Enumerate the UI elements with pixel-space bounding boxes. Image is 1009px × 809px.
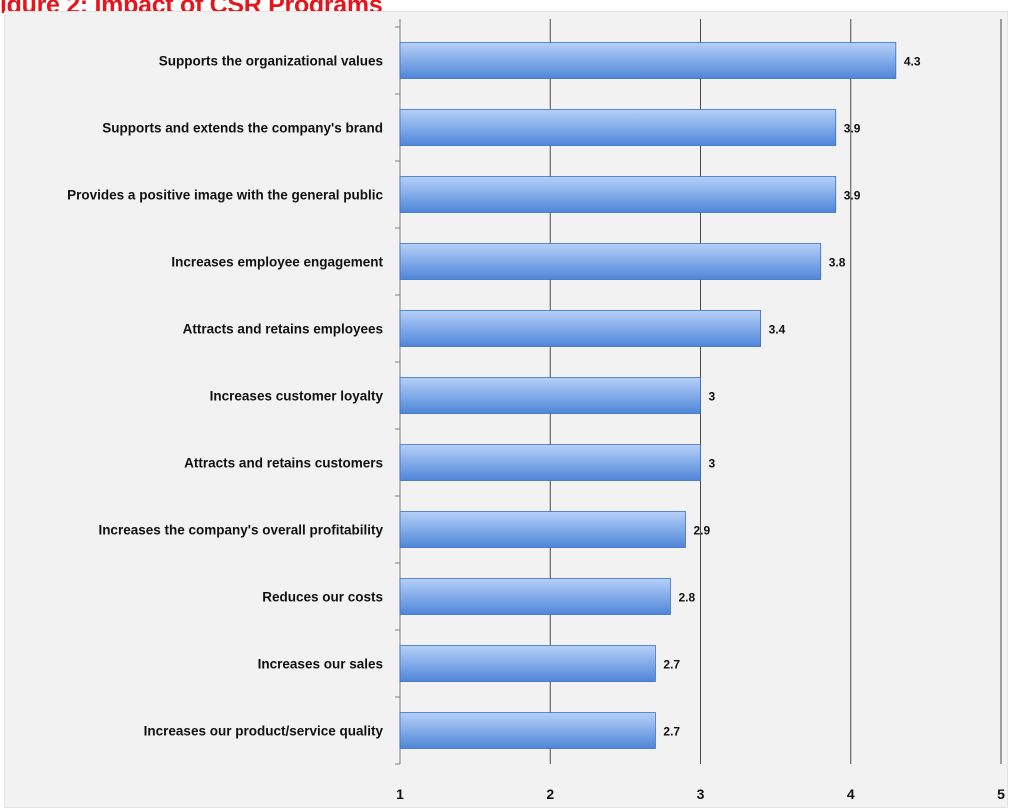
bar	[399, 444, 701, 481]
category-label: Attracts and retains customers	[184, 456, 383, 471]
bar	[399, 310, 762, 347]
bar	[399, 578, 671, 615]
x-tick-label: 5	[997, 786, 1005, 802]
category-label: Increases the company's overall profitab…	[98, 523, 383, 538]
category-label: Attracts and retains employees	[183, 322, 383, 337]
category-label: Increases customer loyalty	[210, 389, 384, 404]
bar	[399, 645, 656, 682]
value-label: 3.9	[844, 189, 861, 203]
bar	[399, 712, 656, 749]
category-label: Supports the organizational values	[159, 54, 383, 69]
value-label: 3.9	[844, 122, 861, 136]
value-label: 3	[709, 457, 716, 471]
value-label: 3	[709, 390, 716, 404]
category-labels: Supports the organizational values Suppor…	[67, 54, 383, 739]
bars	[399, 42, 897, 749]
category-label: Supports and extends the company's brand	[102, 121, 383, 136]
value-label: 2.7	[663, 725, 680, 739]
value-label: 2.7	[663, 658, 680, 672]
y-axis	[395, 19, 401, 765]
x-tick-label: 1	[396, 786, 404, 802]
category-label: Increases our sales	[258, 657, 383, 672]
value-label: 4.3	[904, 55, 921, 69]
bar	[399, 243, 822, 280]
value-labels: 4.3 3.9 3.9 3.8 3.4 3 3 2.9 2.8 2.7 2.7	[663, 55, 920, 739]
x-tick-labels: 1 2 3 4 5	[396, 786, 1005, 802]
category-label: Provides a positive image with the gener…	[67, 188, 383, 203]
category-label: Increases employee engagement	[171, 255, 383, 270]
bar	[399, 176, 837, 213]
bar	[399, 109, 837, 146]
bar	[399, 42, 897, 79]
bar	[399, 511, 686, 548]
category-label: Increases our product/service quality	[144, 724, 384, 739]
category-label: Reduces our costs	[262, 590, 383, 605]
bar	[399, 377, 701, 414]
value-label: 3.8	[829, 256, 846, 270]
value-label: 2.8	[678, 591, 695, 605]
x-tick-label: 3	[697, 786, 705, 802]
x-tick-label: 4	[847, 786, 855, 802]
x-tick-label: 2	[546, 786, 554, 802]
value-label: 3.4	[769, 323, 786, 337]
value-label: 2.9	[693, 524, 710, 538]
